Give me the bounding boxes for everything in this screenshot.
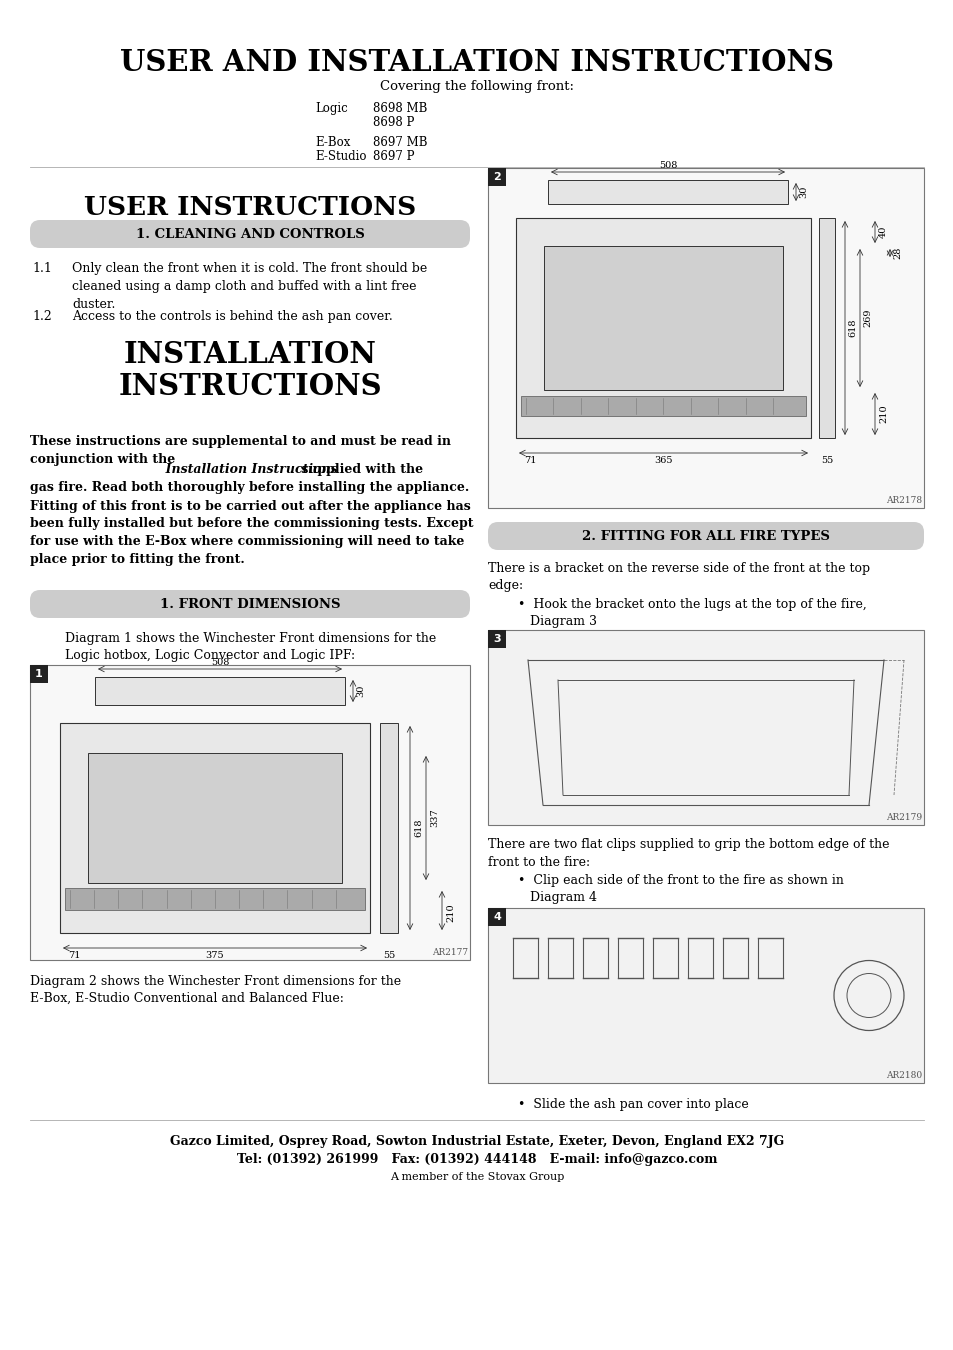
Text: Diagram 1 shows the Winchester Front dimensions for the
Logic hotbox, Logic Conv: Diagram 1 shows the Winchester Front dim… — [65, 632, 436, 662]
Bar — [379, 724, 397, 933]
Bar — [488, 630, 923, 825]
Bar — [488, 630, 505, 648]
Text: USER AND INSTALLATION INSTRUCTIONS: USER AND INSTALLATION INSTRUCTIONS — [120, 49, 833, 77]
Text: 40: 40 — [878, 225, 887, 238]
Text: AR2180: AR2180 — [885, 1071, 921, 1080]
Text: Installation Instructions: Installation Instructions — [30, 463, 337, 477]
Text: 375: 375 — [206, 950, 224, 960]
Text: AR2179: AR2179 — [885, 813, 921, 822]
Text: 337: 337 — [430, 809, 438, 828]
Text: Only clean the front when it is cold. The front should be
cleaned using a damp c: Only clean the front when it is cold. Th… — [71, 262, 427, 311]
Text: 3: 3 — [493, 634, 500, 644]
FancyBboxPatch shape — [30, 220, 470, 248]
Text: 8697 MB: 8697 MB — [373, 136, 427, 148]
Text: There is a bracket on the reverse side of the front at the top
edge:: There is a bracket on the reverse side o… — [488, 562, 869, 593]
Text: 71: 71 — [523, 456, 536, 464]
Bar — [60, 724, 370, 933]
Bar — [488, 167, 923, 508]
Bar — [30, 666, 48, 683]
Text: 8698 P: 8698 P — [373, 116, 414, 130]
Text: 71: 71 — [68, 950, 80, 960]
Bar — [30, 666, 470, 960]
Text: 8697 P: 8697 P — [373, 150, 414, 163]
Text: 1. CLEANING AND CONTROLS: 1. CLEANING AND CONTROLS — [135, 228, 364, 240]
Bar — [818, 217, 834, 437]
Text: AR2178: AR2178 — [885, 495, 921, 505]
Text: •  Slide the ash pan cover into place: • Slide the ash pan cover into place — [517, 1098, 748, 1111]
Bar — [547, 180, 787, 204]
Text: 269: 269 — [862, 309, 871, 327]
Text: 508: 508 — [659, 161, 677, 170]
Text: 1. FRONT DIMENSIONS: 1. FRONT DIMENSIONS — [159, 598, 340, 610]
Bar — [543, 246, 782, 390]
Text: Access to the controls is behind the ash pan cover.: Access to the controls is behind the ash… — [71, 310, 393, 323]
Text: These instructions are supplemental to and must be read in
conjunction with the: These instructions are supplemental to a… — [30, 435, 451, 466]
Text: 210: 210 — [878, 405, 887, 424]
Text: 2: 2 — [493, 171, 500, 182]
Text: 1.1: 1.1 — [32, 262, 51, 275]
Text: Logic: Logic — [314, 103, 348, 115]
Bar — [520, 396, 805, 416]
Text: 618: 618 — [414, 818, 422, 837]
Bar — [488, 909, 505, 926]
Text: INSTALLATION
INSTRUCTIONS: INSTALLATION INSTRUCTIONS — [118, 340, 381, 401]
Text: A member of the Stovax Group: A member of the Stovax Group — [390, 1172, 563, 1183]
Text: E-Box: E-Box — [314, 136, 350, 148]
FancyBboxPatch shape — [488, 522, 923, 549]
Text: Tel: (01392) 261999   Fax: (01392) 444148   E-mail: info@gazco.com: Tel: (01392) 261999 Fax: (01392) 444148 … — [236, 1153, 717, 1166]
Bar — [95, 676, 345, 705]
Text: •  Hook the bracket onto the lugs at the top of the fire,
   Diagram 3: • Hook the bracket onto the lugs at the … — [517, 598, 866, 629]
Text: USER INSTRUCTIONS: USER INSTRUCTIONS — [84, 194, 416, 220]
Bar — [488, 167, 505, 186]
Text: 55: 55 — [382, 950, 395, 960]
Text: 1.2: 1.2 — [32, 310, 51, 323]
Text: There are two flat clips supplied to grip the bottom edge of the
front to the fi: There are two flat clips supplied to gri… — [488, 838, 888, 868]
Bar — [488, 909, 923, 1083]
Text: Fitting of this front is to be carried out after the appliance has
been fully in: Fitting of this front is to be carried o… — [30, 500, 473, 566]
Text: 28: 28 — [892, 247, 901, 259]
Text: 55: 55 — [820, 456, 832, 464]
FancyBboxPatch shape — [30, 590, 470, 618]
Text: 30: 30 — [799, 186, 807, 198]
Text: Gazco Limited, Osprey Road, Sowton Industrial Estate, Exeter, Devon, England EX2: Gazco Limited, Osprey Road, Sowton Indus… — [170, 1135, 783, 1148]
Text: 365: 365 — [654, 456, 672, 464]
Text: 508: 508 — [211, 657, 229, 667]
Bar — [516, 217, 810, 437]
Text: Covering the following front:: Covering the following front: — [379, 80, 574, 93]
Text: AR2177: AR2177 — [432, 948, 468, 957]
Text: •  Clip each side of the front to the fire as shown in
   Diagram 4: • Clip each side of the front to the fir… — [517, 873, 843, 905]
Text: 618: 618 — [847, 319, 856, 338]
Text: 4: 4 — [493, 913, 500, 922]
Text: 210: 210 — [446, 903, 455, 922]
Text: 2. FITTING FOR ALL FIRE TYPES: 2. FITTING FOR ALL FIRE TYPES — [581, 529, 829, 543]
Text: 1: 1 — [35, 670, 43, 679]
Text: 30: 30 — [355, 684, 365, 697]
Text: 8698 MB: 8698 MB — [373, 103, 427, 115]
Text: Diagram 2 shows the Winchester Front dimensions for the
E-Box, E-Studio Conventi: Diagram 2 shows the Winchester Front dim… — [30, 975, 400, 1004]
Bar — [88, 753, 341, 883]
Text: E-Studio: E-Studio — [314, 150, 366, 163]
Text: supplied with the
gas fire. Read both thoroughly before installing the appliance: supplied with the gas fire. Read both th… — [30, 463, 469, 494]
Bar — [65, 888, 365, 910]
